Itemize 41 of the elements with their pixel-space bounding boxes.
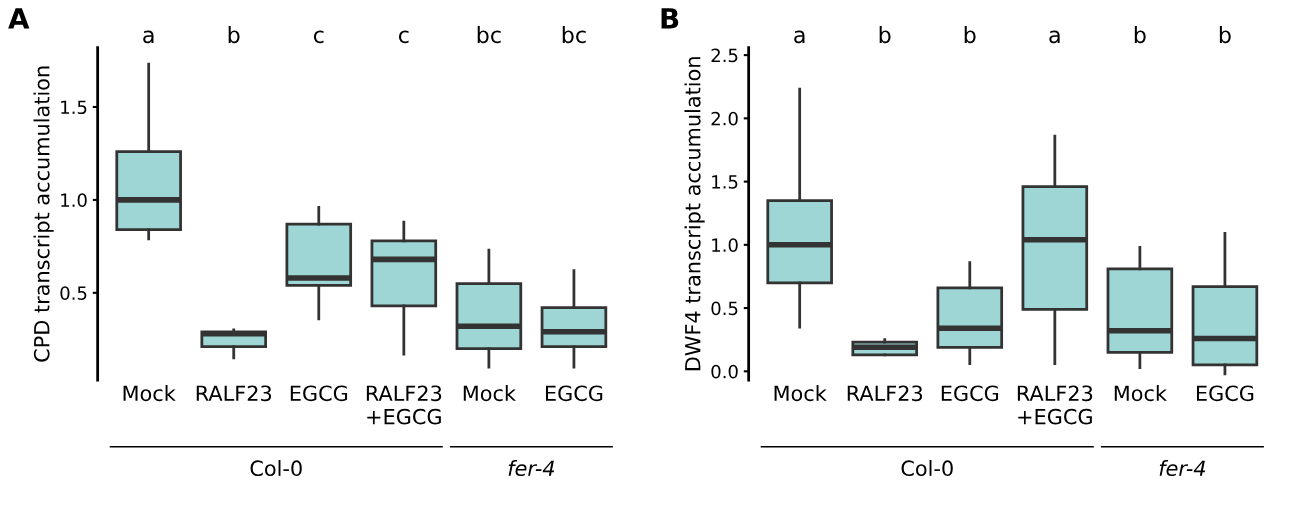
text: b [879,26,891,44]
text: fer-4 [508,459,555,477]
x-tick-label: RALF23 +EGCG [1017,385,1093,425]
text: A [8,8,30,29]
text: a [1049,30,1060,44]
y-tick-label: 1.0 [61,193,87,208]
y-tick-label: 0.5 [60,286,87,300]
text: bc [477,26,501,44]
y-tick-label: 0.0 [711,364,738,379]
y-tick-label: 2.0 [711,111,738,126]
x-tick-label: RALF23 +EGCG [366,385,442,425]
text: b [1219,26,1231,44]
x-tick-label: EGCG [1196,385,1254,402]
text: fer-4 [1159,459,1206,477]
x-tick-label: RALF23 [847,385,923,402]
x-tick-label: RALF23 [196,385,272,402]
x-tick-label: Mock [463,385,516,402]
x-tick-label: EGCG [545,385,603,402]
text: a [794,30,805,44]
y-tick-label: 1.0 [712,238,738,252]
text: B [661,8,679,29]
x-tick-label: Mock [123,385,176,402]
y-axis-title: CPD transcript accumulation [33,66,54,362]
text: a [143,30,154,44]
y-tick-label: 1.5 [712,175,738,189]
text: b [964,26,976,44]
x-tick-label: EGCG [941,385,999,402]
y-axis-title: DWF4 transcript accumulation [684,57,705,371]
text: bc [562,26,586,44]
x-tick-label: EGCG [290,385,348,402]
y-tick-label: 0.5 [711,301,738,316]
text: b [228,26,240,44]
text: c [398,30,409,44]
y-tick-label: 1.5 [61,100,87,115]
text: Col-0 [250,459,302,477]
y-tick-label: 2.5 [711,48,738,63]
text: b [1134,26,1146,44]
x-tick-label: Mock [1114,385,1167,402]
text: Col-0 [901,459,953,477]
text: c [313,30,324,44]
x-tick-label: Mock [774,385,827,402]
